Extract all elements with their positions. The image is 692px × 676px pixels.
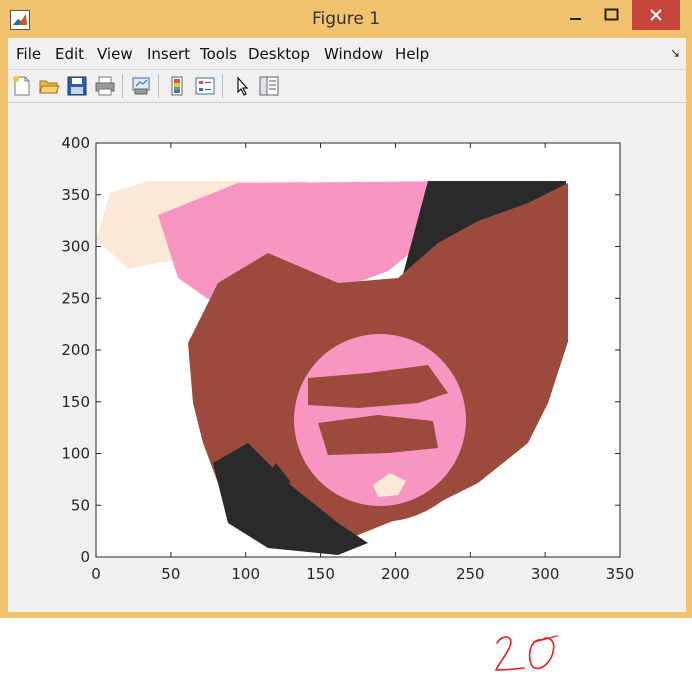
- toolbar-separator: [122, 74, 123, 98]
- y-tick-label: 400: [61, 134, 90, 152]
- brown-bar-lower: [318, 415, 438, 455]
- minimize-icon: [570, 18, 581, 20]
- x-tick-label: 50: [161, 565, 180, 583]
- minimize-button[interactable]: [560, 0, 592, 30]
- x-tick-label: 350: [606, 565, 635, 583]
- brown-bar-upper: [308, 365, 448, 408]
- title-bar[interactable]: Figure 1: [0, 0, 692, 38]
- menu-view[interactable]: View: [97, 45, 133, 63]
- plot-area: 0 50 100 150 200 250 300 350 0 50 100 150 200 250 300…: [8, 103, 686, 612]
- x-tick-label: 150: [306, 565, 335, 583]
- print-icon[interactable]: [94, 75, 116, 97]
- edit-plot-arrow-icon[interactable]: [231, 75, 253, 97]
- new-figure-icon[interactable]: [11, 75, 33, 97]
- x-tick-label: 0: [91, 565, 101, 583]
- menu-bar: File Edit View Insert Tools Desktop Wind…: [8, 38, 686, 70]
- dock-arrow-icon[interactable]: ↘: [669, 46, 680, 60]
- axes[interactable]: 0 50 100 150 200 250 300 350 0 50 100 150 200 250 300…: [8, 103, 686, 612]
- x-tick-label: 100: [231, 565, 260, 583]
- figure-toolbar: [8, 70, 686, 103]
- link-plot-icon[interactable]: [130, 75, 152, 97]
- toolbar-separator: [222, 74, 223, 98]
- y-tick-label: 350: [61, 186, 90, 204]
- y-tick-label: 300: [61, 238, 90, 256]
- insert-legend-icon[interactable]: [194, 75, 216, 97]
- property-inspector-icon[interactable]: [258, 75, 280, 97]
- menu-file[interactable]: File: [16, 45, 42, 63]
- x-tick-label: 300: [531, 565, 560, 583]
- close-button[interactable]: [632, 0, 680, 30]
- figure-window: Figure 1 File Edit View Insert Tools Des…: [0, 0, 692, 618]
- open-file-icon[interactable]: [38, 75, 60, 97]
- close-icon: [650, 9, 662, 21]
- y-tick-label: 250: [61, 289, 90, 307]
- y-tick-label: 100: [61, 445, 90, 463]
- insert-colorbar-icon[interactable]: [166, 75, 188, 97]
- dark-bottom-region: [213, 443, 368, 555]
- menu-help[interactable]: Help: [395, 45, 430, 63]
- matlab-icon: [10, 10, 30, 30]
- menu-insert[interactable]: Insert: [147, 45, 191, 63]
- image-content: [96, 181, 568, 555]
- y-tick-label: 200: [61, 341, 90, 359]
- y-tick-label: 0: [80, 548, 90, 566]
- menu-edit[interactable]: Edit: [55, 45, 85, 63]
- x-tick-label: 200: [381, 565, 410, 583]
- brown-ring: [278, 318, 482, 522]
- menu-tools[interactable]: Tools: [200, 45, 237, 63]
- peach-spot: [373, 473, 406, 497]
- handwritten-annotation: [494, 635, 558, 671]
- y-tick-label: 150: [61, 393, 90, 411]
- x-tick-label: 250: [456, 565, 485, 583]
- save-icon[interactable]: [66, 75, 88, 97]
- dark-left-spot: [256, 463, 290, 527]
- figure-client-area: File Edit View Insert Tools Desktop Wind…: [8, 38, 686, 612]
- maximize-icon: [604, 8, 619, 21]
- window-title: Figure 1: [311, 9, 381, 29]
- maximize-button[interactable]: [596, 0, 628, 30]
- menu-window[interactable]: Window: [324, 45, 384, 63]
- y-tick-label: 50: [71, 496, 90, 514]
- menu-desktop[interactable]: Desktop: [248, 45, 310, 63]
- toolbar-separator: [158, 74, 159, 98]
